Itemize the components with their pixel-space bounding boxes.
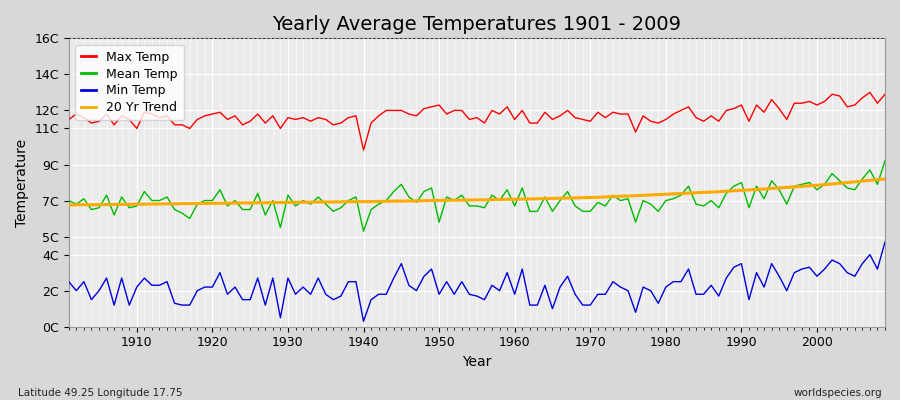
Text: worldspecies.org: worldspecies.org [794,388,882,398]
Y-axis label: Temperature: Temperature [15,138,29,226]
Legend: Max Temp, Mean Temp, Min Temp, 20 Yr Trend: Max Temp, Mean Temp, Min Temp, 20 Yr Tre… [75,44,184,120]
Title: Yearly Average Temperatures 1901 - 2009: Yearly Average Temperatures 1901 - 2009 [273,15,681,34]
Text: Latitude 49.25 Longitude 17.75: Latitude 49.25 Longitude 17.75 [18,388,183,398]
X-axis label: Year: Year [463,355,491,369]
